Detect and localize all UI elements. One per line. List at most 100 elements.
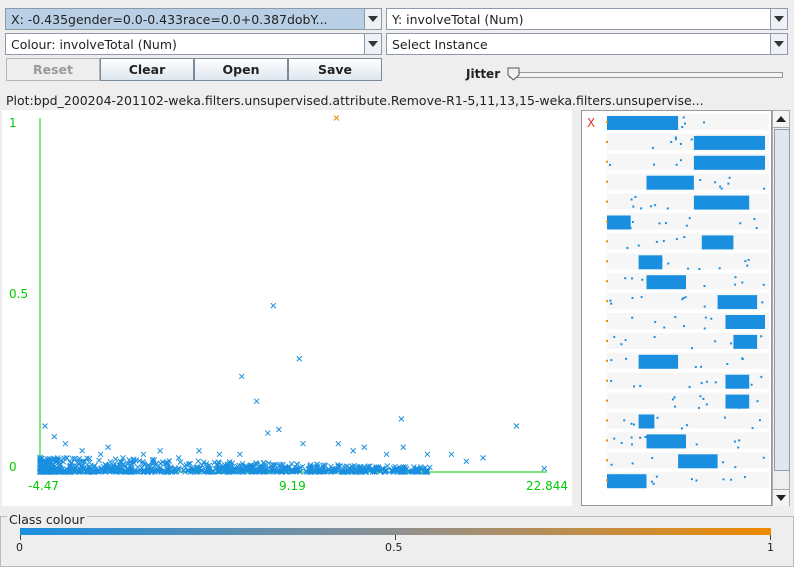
data-point <box>145 462 152 469</box>
attribute-strip-point <box>685 224 688 227</box>
attribute-strip-point <box>606 260 608 263</box>
data-point <box>206 462 213 469</box>
attribute-strip-point <box>706 245 709 248</box>
attribute-strip[interactable] <box>607 213 769 230</box>
attribute-strip-point <box>653 336 656 339</box>
attribute-strip-point <box>663 326 666 329</box>
data-point <box>293 467 300 474</box>
data-point <box>114 468 121 475</box>
scatter-plot[interactable]: 1 0.5 0 -4.47 9.19 22.844 <box>2 110 572 506</box>
data-point <box>362 468 369 475</box>
attribute-strip-point <box>705 403 708 406</box>
attribute-strip[interactable] <box>607 472 769 489</box>
attribute-strip[interactable] <box>607 233 769 250</box>
data-point <box>296 355 303 362</box>
gradient-tick <box>20 535 21 540</box>
attribute-strip-cluster <box>725 315 765 329</box>
attribute-strip-point <box>738 439 741 442</box>
attribute-strip-point <box>715 456 718 459</box>
instance-selector[interactable]: Select Instance <box>386 33 788 55</box>
data-point <box>84 455 90 462</box>
reset-button[interactable]: Reset <box>6 58 100 81</box>
data-point <box>253 398 260 405</box>
attribute-strip-point <box>656 416 659 419</box>
x-axis-selector[interactable]: X: -0.435gender=0.0-0.433race=0.0+0.387d… <box>5 8 382 30</box>
chevron-down-icon[interactable] <box>364 9 381 29</box>
attribute-strip-point <box>640 207 643 210</box>
attribute-strip[interactable] <box>607 352 769 369</box>
x-tick-label: 22.844 <box>526 479 568 493</box>
scatter-points <box>42 115 548 472</box>
data-point <box>70 465 77 472</box>
x-tick-label: -4.47 <box>28 479 59 493</box>
attribute-strip-point <box>734 276 737 279</box>
scroll-thumb[interactable] <box>774 129 790 471</box>
data-point <box>128 469 134 475</box>
data-point <box>187 469 194 475</box>
data-point <box>448 451 455 458</box>
attribute-strip-point <box>667 262 670 265</box>
attribute-strip-cluster <box>607 474 647 489</box>
attribute-strip-point <box>697 406 700 409</box>
clear-button[interactable]: Clear <box>100 58 194 81</box>
data-point <box>150 459 156 465</box>
data-point <box>265 460 272 466</box>
attribute-strip-point <box>747 258 750 261</box>
attribute-strip-point <box>760 167 763 170</box>
jitter-slider[interactable] <box>507 67 783 83</box>
data-point <box>203 460 210 467</box>
data-point <box>141 461 148 468</box>
scroll-up-arrow-icon[interactable] <box>773 111 789 128</box>
chevron-down-icon[interactable] <box>770 9 787 29</box>
attribute-strip-point <box>666 207 669 210</box>
colour-selector[interactable]: Colour: involveTotal (Num) <box>5 33 382 55</box>
attribute-strip-point <box>674 405 677 408</box>
y-axis-selector[interactable]: Y: involveTotal (Num) <box>386 8 788 30</box>
attribute-strip-point <box>626 246 629 249</box>
data-point <box>239 466 246 472</box>
attribute-strip-point <box>734 283 737 286</box>
data-point <box>405 468 412 475</box>
data-point <box>384 468 390 474</box>
data-point <box>195 458 202 465</box>
attribute-strip[interactable] <box>607 332 769 349</box>
attribute-strip-point <box>650 205 653 208</box>
attribute-strip-cluster <box>638 414 655 429</box>
attribute-strip-cluster <box>646 175 694 190</box>
save-button[interactable]: Save <box>288 58 382 81</box>
data-point <box>139 458 146 465</box>
attribute-strip[interactable] <box>607 432 769 449</box>
attribute-strip-cluster <box>725 374 750 389</box>
attribute-panel[interactable]: X <box>581 110 772 506</box>
data-point <box>91 469 97 475</box>
data-point <box>180 467 187 474</box>
attribute-strip-point <box>606 399 608 402</box>
chevron-down-icon[interactable] <box>770 34 787 54</box>
attribute-strip-point <box>684 296 687 299</box>
y-tick-label: 0.5 <box>9 287 28 301</box>
attribute-strip-point <box>744 260 747 263</box>
attribute-strip-point <box>610 359 613 362</box>
attribute-strip-point <box>682 116 685 119</box>
data-point <box>400 468 406 475</box>
attribute-strip-point <box>724 295 727 298</box>
attribute-scrollbar[interactable] <box>772 110 790 506</box>
attribute-strip-point <box>720 187 723 190</box>
attribute-strip-point <box>625 357 628 360</box>
scroll-down-arrow-icon[interactable] <box>773 489 789 506</box>
data-point <box>171 468 178 475</box>
attribute-strip-point <box>726 362 729 365</box>
attribute-strip-point <box>743 476 746 479</box>
attribute-strip-point <box>631 296 634 299</box>
attribute-strip-point <box>652 256 655 259</box>
attribute-strip-point <box>652 280 655 283</box>
jitter-slider-thumb[interactable] <box>507 67 521 81</box>
chevron-down-icon[interactable] <box>364 34 381 54</box>
data-point <box>97 451 104 458</box>
attribute-strip-point <box>700 382 703 385</box>
data-point <box>108 467 114 474</box>
attribute-strip-cluster <box>646 275 686 290</box>
open-button[interactable]: Open <box>194 58 288 81</box>
data-point <box>134 464 141 470</box>
attribute-strip[interactable] <box>607 273 769 290</box>
